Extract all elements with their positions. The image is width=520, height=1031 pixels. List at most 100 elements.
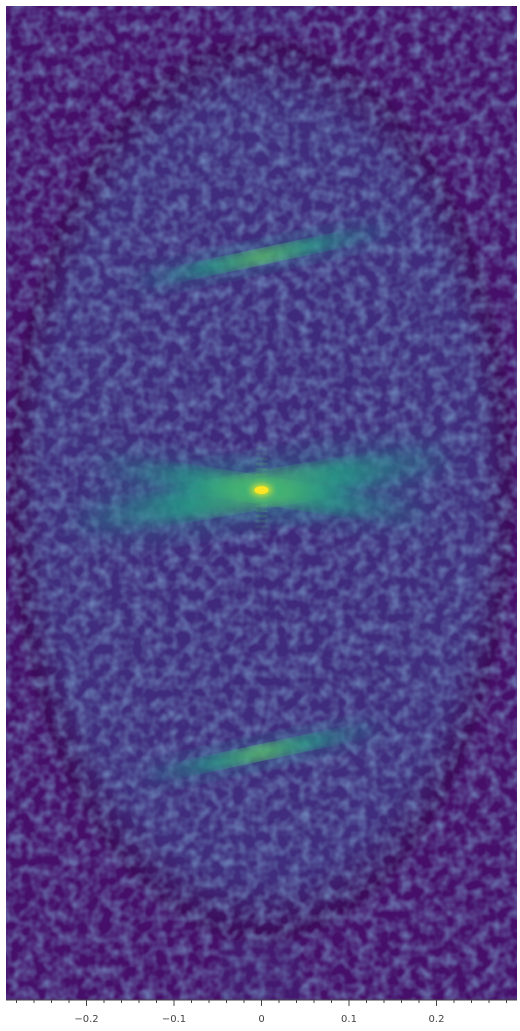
top-fringe: [265, 6, 267, 36]
bottom-fringe: [259, 940, 261, 1000]
vertical-fringe: [256, 536, 268, 538]
top-fringe: [281, 6, 283, 36]
bottom-fringe: [279, 940, 281, 1000]
bottom-fringe: [229, 940, 231, 1000]
bottom-fringe: [283, 940, 285, 1000]
top-fringe: [221, 6, 223, 36]
bottom-fringe: [233, 940, 235, 1000]
top-fringe: [283, 6, 285, 36]
vertical-fringe: [255, 468, 268, 471]
vertical-fringe: [255, 473, 268, 476]
top-fringe: [277, 6, 279, 36]
top-fringe: [257, 6, 259, 36]
top-fringe: [255, 6, 257, 36]
top-fringe: [253, 6, 255, 36]
x-tick-label: 0.1: [341, 1014, 357, 1025]
upper-streak-core: [134, 228, 389, 285]
top-fringe: [239, 6, 241, 36]
top-fringe: [227, 6, 229, 36]
vertical-fringe: [255, 452, 268, 455]
x-axis: −0.2 −0.1 0 0.1 0.2: [6, 999, 517, 1025]
top-fringe: [273, 6, 275, 36]
top-fringe: [267, 6, 269, 36]
vertical-fringe: [255, 509, 268, 513]
top-fringe: [271, 6, 273, 36]
bottom-fringe: [249, 940, 251, 1000]
bottom-fringe: [293, 940, 295, 1000]
bottom-fringe: [277, 940, 279, 1000]
vertical-fringe: [255, 447, 268, 450]
bottom-fringe: [267, 940, 269, 1000]
top-fringe: [293, 6, 295, 36]
vertical-fringe: [255, 530, 268, 533]
top-fringe: [299, 6, 301, 36]
vertical-fringe: [255, 525, 268, 528]
lower-streak-core: [144, 726, 379, 779]
bottom-fringe: [295, 940, 297, 1000]
plot-area: [6, 6, 517, 1000]
bottom-fringe: [299, 940, 301, 1000]
top-fringe: [231, 6, 233, 36]
bottom-fringe: [289, 940, 291, 1000]
x-tick-label: 0: [258, 1014, 264, 1025]
bottom-fringe: [261, 940, 263, 1000]
bottom-fringe: [241, 940, 243, 1000]
top-fringe: [285, 6, 287, 36]
bottom-fringe: [221, 940, 223, 1000]
top-fringe: [243, 6, 245, 36]
top-fringe: [235, 6, 237, 36]
bottom-fringe: [291, 940, 293, 1000]
bottom-fringe: [243, 940, 245, 1000]
top-fringe: [237, 6, 239, 36]
bottom-fringe: [263, 940, 265, 1000]
bottom-fringe: [235, 940, 237, 1000]
top-fringe: [263, 6, 265, 36]
bottom-fringe: [253, 940, 255, 1000]
top-fringe: [291, 6, 293, 36]
top-fringe: [249, 6, 251, 36]
edge-fringes: [221, 6, 301, 1000]
bottom-fringe: [257, 940, 259, 1000]
bottom-fringe: [231, 940, 233, 1000]
bottom-fringe: [227, 940, 229, 1000]
x-tick-label: −0.1: [162, 1014, 186, 1025]
vertical-fringe: [255, 520, 268, 523]
top-fringe: [229, 6, 231, 36]
bottom-fringe: [223, 940, 225, 1000]
bottom-fringe: [287, 940, 289, 1000]
bottom-fringe: [239, 940, 241, 1000]
bottom-fringe: [265, 940, 267, 1000]
bottom-fringe: [271, 940, 273, 1000]
top-fringe: [241, 6, 243, 36]
bottom-fringe: [247, 940, 249, 1000]
top-fringe: [279, 6, 281, 36]
bottom-fringe: [225, 940, 227, 1000]
vertical-fringe: [255, 462, 268, 466]
bottom-fringe: [255, 940, 257, 1000]
upper-streak: [134, 225, 389, 288]
bottom-fringe: [275, 940, 277, 1000]
top-fringe: [233, 6, 235, 36]
lower-streak: [144, 723, 379, 782]
bottom-fringe: [281, 940, 283, 1000]
top-fringe: [251, 6, 253, 36]
bottom-fringe: [251, 940, 253, 1000]
bottom-fringe: [269, 940, 271, 1000]
top-fringe: [261, 6, 263, 36]
bottom-fringe: [273, 940, 275, 1000]
central-peak: [254, 486, 269, 495]
top-fringe: [275, 6, 277, 36]
top-fringe: [247, 6, 249, 36]
top-fringe: [287, 6, 289, 36]
bottom-fringe: [245, 940, 247, 1000]
x-tick-label: 0.2: [429, 1014, 445, 1025]
top-fringe: [225, 6, 227, 36]
x-tick-label: −0.2: [74, 1014, 98, 1025]
top-fringe: [223, 6, 225, 36]
vertical-fringe: [255, 457, 268, 461]
top-fringe: [269, 6, 271, 36]
vertical-fringe: [255, 514, 268, 518]
bottom-fringe: [297, 940, 299, 1000]
vertical-fringe: [255, 504, 268, 507]
